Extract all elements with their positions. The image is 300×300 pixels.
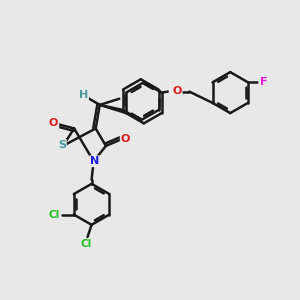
Text: N: N (90, 156, 99, 166)
Text: O: O (49, 118, 58, 128)
Text: O: O (172, 85, 182, 96)
Text: S: S (58, 140, 66, 150)
Text: O: O (121, 134, 130, 144)
Text: F: F (260, 77, 267, 87)
Text: Cl: Cl (49, 210, 60, 220)
Text: Cl: Cl (81, 239, 92, 249)
Text: H: H (79, 90, 88, 100)
